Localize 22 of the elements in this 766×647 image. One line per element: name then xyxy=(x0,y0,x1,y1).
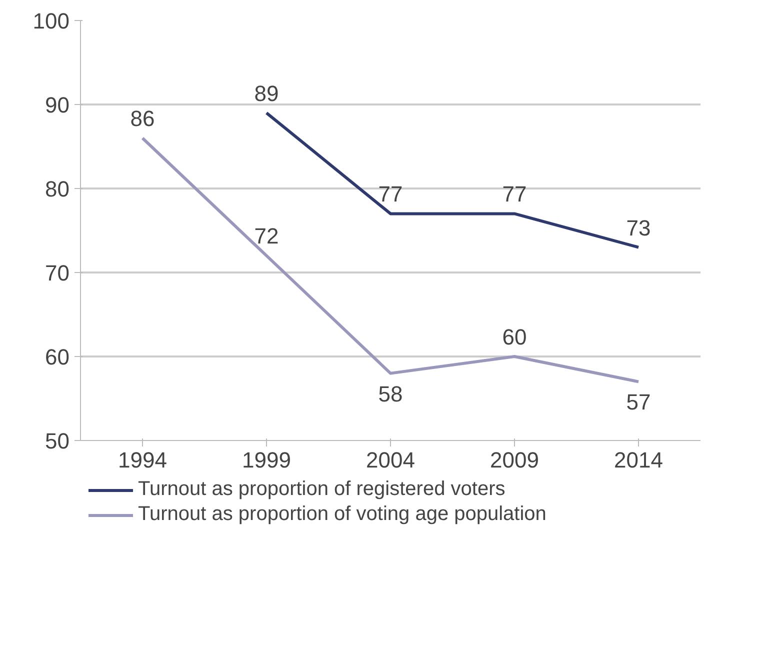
data-label: 72 xyxy=(254,224,279,249)
x-tick-label: 1994 xyxy=(118,448,167,472)
legend-label: Turnout as proportion of voting age population xyxy=(138,503,546,526)
x-tick-label: 2009 xyxy=(490,448,539,472)
y-tick-label: 60 xyxy=(45,344,70,370)
legend-label: Turnout as proportion of registered voters xyxy=(138,478,506,501)
y-tick-label: 80 xyxy=(45,176,70,202)
data-label: 89 xyxy=(254,80,279,106)
x-tick-label: 2004 xyxy=(366,448,415,472)
y-tick-label: 70 xyxy=(45,260,70,286)
data-label: 73 xyxy=(626,215,651,240)
y-tick-label: 100 xyxy=(32,8,70,34)
y-tick-label: 50 xyxy=(45,428,70,454)
x-tick-label: 1999 xyxy=(242,448,291,472)
data-label: 58 xyxy=(378,381,403,406)
y-tick-label: 90 xyxy=(45,92,70,118)
x-tick-label: 2014 xyxy=(614,448,663,472)
data-label: 60 xyxy=(502,324,527,350)
data-label: 86 xyxy=(130,106,155,132)
data-label: 77 xyxy=(502,182,527,207)
data-label: 77 xyxy=(378,182,403,207)
data-label: 57 xyxy=(626,390,651,415)
